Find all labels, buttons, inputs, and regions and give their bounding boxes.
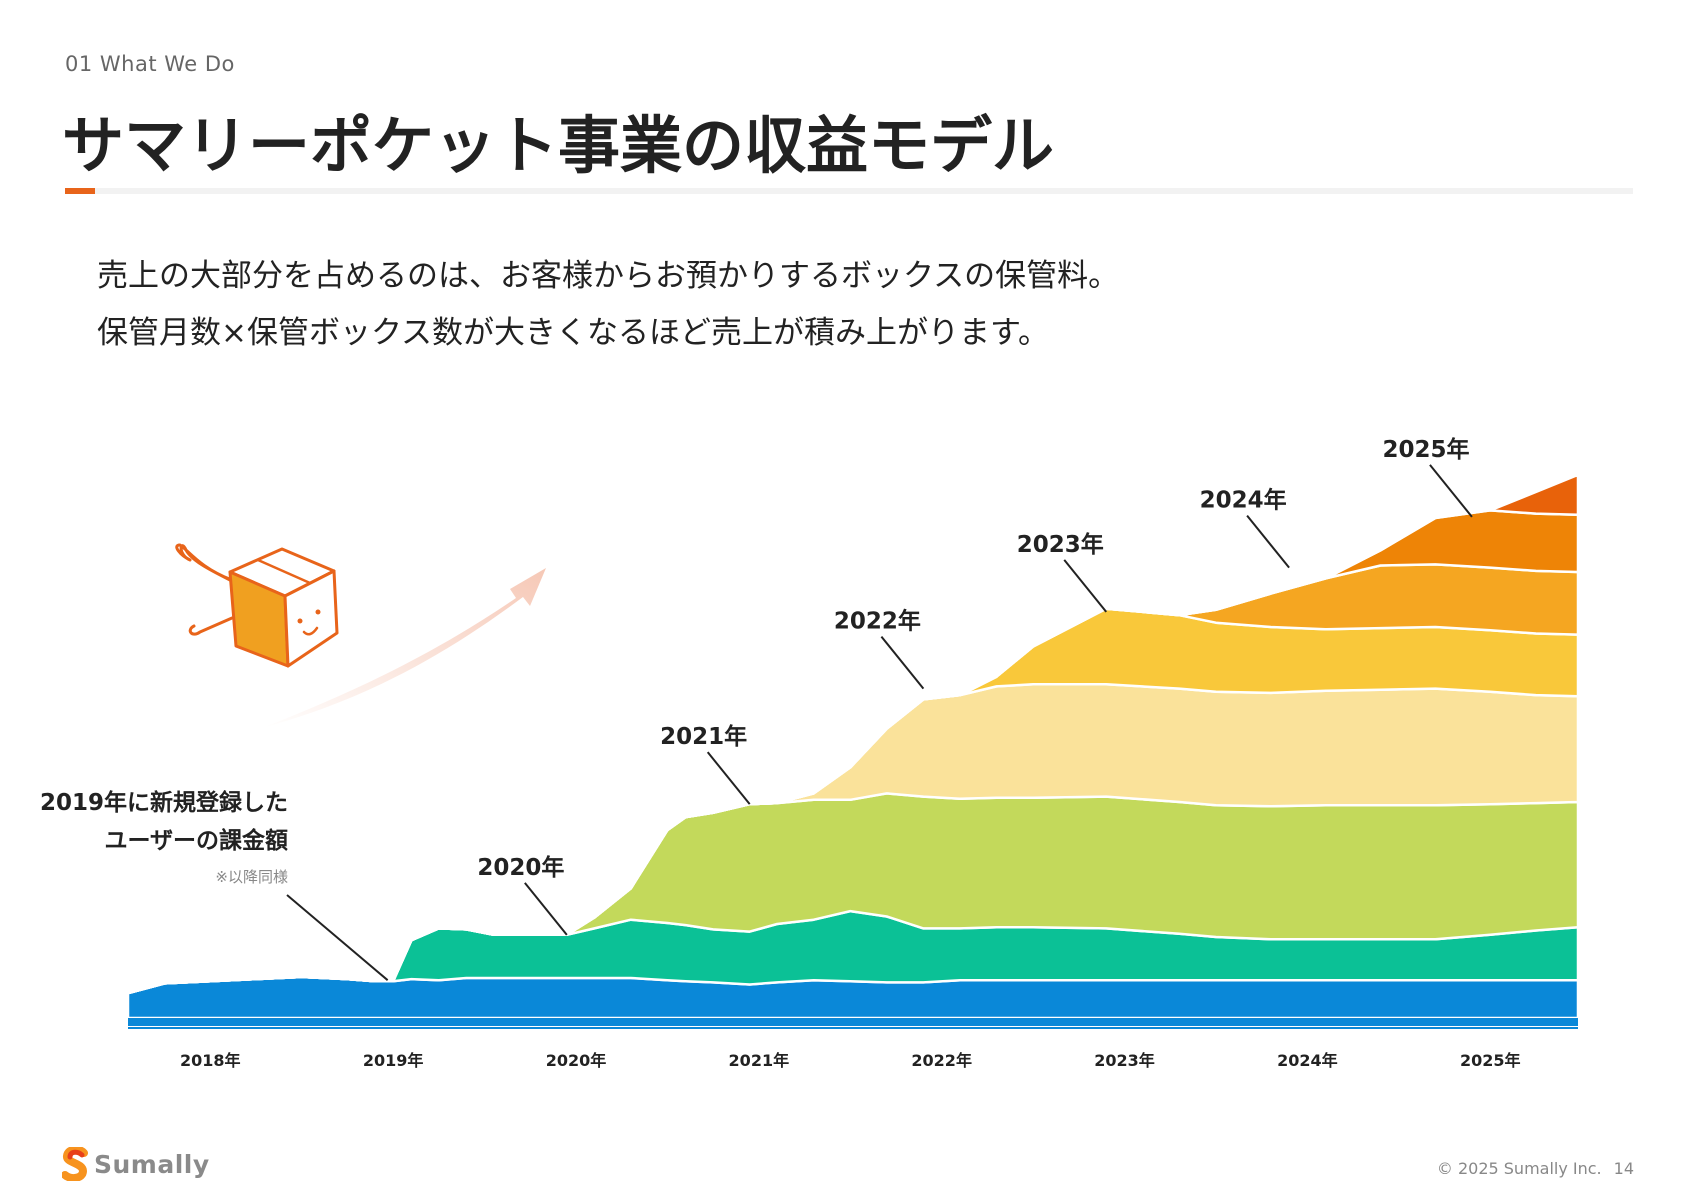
annotation-leader-6 [1246,515,1290,569]
annotation-label-1-line2: ユーザーの課金額 [104,827,288,854]
chart-baseline [128,1018,1578,1029]
page-number: 14 [1613,1159,1634,1178]
annotation-label-2: 2020年 [477,854,564,881]
x-axis-tick-labels: 2018年 2019年 2020年 2021年 2022年 2023年 2024年 2025年 [180,1051,1520,1070]
annotation-label-4: 2022年 [834,608,921,635]
annotation-leader-7 [1429,464,1473,518]
x-tick-label-3: 2020年 [546,1051,607,1070]
annotation-label-3: 2021年 [660,723,747,750]
box-character-illustration [175,543,339,668]
x-tick-label-6: 2023年 [1094,1051,1155,1070]
section-label: 01 What We Do [65,52,235,76]
title-divider [65,188,1633,194]
revenue-stacked-area-chart: 2018年 2019年 2020年 2021年 2022年 2023年 2024年 2025年… [40,436,1580,1070]
annotation-note: ※以降同様 [215,868,288,886]
copyright-text: © 2025 Sumally Inc. [1436,1159,1602,1178]
annotation-label-7: 2025年 [1382,436,1469,463]
description-line-2: 保管月数×保管ボックス数が大きくなるほど売上が積み上がります。 [97,315,1049,351]
baseline-band [128,1018,1578,1026]
annotation-leader-3 [706,751,751,805]
annotation-leader-5 [1063,559,1108,613]
x-tick-label-5: 2022年 [911,1051,972,1070]
footer-logo-text: Sumally [94,1149,210,1179]
area-series-1 [126,975,1580,1020]
x-tick-label-8: 2025年 [1460,1051,1521,1070]
title-accent-bar [65,188,95,194]
description: 売上の大部分を占めるのは、お客様からお預かりするボックスの保管料。 保管月数×保… [97,248,1119,362]
series-areas [126,473,1580,1020]
x-tick-label-4: 2021年 [729,1051,790,1070]
annotation-label-6: 2024年 [1200,487,1287,514]
x-tick-label-2: 2019年 [363,1051,424,1070]
area-series-8 [126,473,1580,995]
description-line-1: 売上の大部分を占めるのは、お客様からお預かりするボックスの保管料。 [97,258,1120,294]
footer-meta: © 2025 Sumally Inc. 14 [1425,1159,1634,1178]
x-tick-label-1: 2018年 [180,1051,241,1070]
annotation-leader-1 [286,894,389,981]
annotation-leader-4 [880,635,925,690]
annotation-leader-2 [524,882,568,936]
footer-logo: Sumally [62,1147,210,1181]
sumally-logo-icon [62,1147,88,1181]
annotation-label-1-line1: 2019年に新規登録した [40,789,288,816]
x-tick-label-7: 2024年 [1277,1051,1338,1070]
page-title: サマリーポケット事業の収益モデル [62,109,1055,182]
annotation-label-5: 2023年 [1017,531,1104,558]
